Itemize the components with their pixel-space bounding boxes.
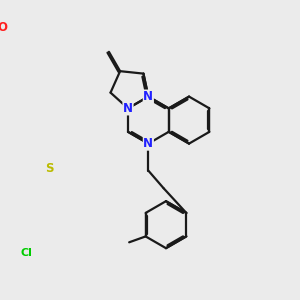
Text: Cl: Cl bbox=[21, 248, 33, 258]
Text: O: O bbox=[0, 21, 8, 34]
Text: N: N bbox=[143, 90, 153, 103]
Text: S: S bbox=[45, 162, 54, 175]
Text: N: N bbox=[143, 137, 153, 150]
Text: N: N bbox=[123, 102, 133, 115]
